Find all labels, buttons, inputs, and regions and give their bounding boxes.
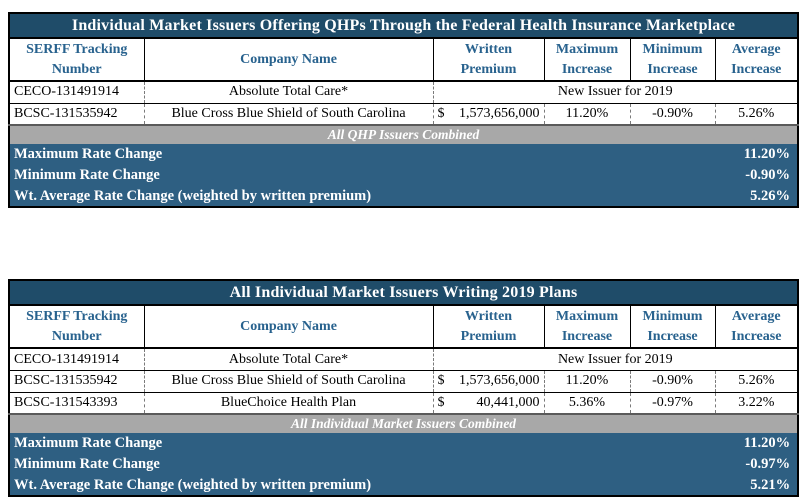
avg-increase-cell: 5.26% — [714, 369, 799, 393]
qhp-issuers-table: Individual Market Issuers Offering QHPs … — [8, 12, 800, 209]
premium-amount: 40,441,000 — [476, 395, 540, 411]
summary-value: -0.90% — [715, 165, 799, 187]
summary-row: Wt. Average Rate Change (weighted by wri… — [9, 186, 799, 208]
col-header-avg-increase: Average Increase — [714, 304, 799, 350]
table-row: CECO-131491914 Absolute Total Care* New … — [9, 80, 799, 104]
summary-label: Minimum Rate Change — [9, 165, 715, 187]
summary-value: 5.21% — [715, 475, 799, 497]
premium-amount: 1,573,656,000 — [459, 373, 540, 389]
col-header-min-increase: Minimum Increase — [629, 37, 716, 83]
premium-cell: $ 1,573,656,000 — [432, 102, 544, 126]
table-row: BCSC-131535942 Blue Cross Blue Shield of… — [9, 369, 799, 393]
premium-cell: $ 40,441,000 — [432, 391, 544, 415]
col-header-serff: SERFF Tracking Number — [8, 304, 145, 350]
max-increase-cell: 11.20% — [543, 369, 630, 393]
column-header-row: SERFF Tracking Number Company Name Writt… — [8, 37, 799, 83]
column-header-row: SERFF Tracking Number Company Name Writt… — [8, 304, 799, 350]
serff-cell: BCSC-131535942 — [9, 369, 144, 393]
summary-value: -0.97% — [715, 454, 799, 476]
all-issuers-table: All Individual Market Issuers Writing 20… — [8, 279, 800, 497]
table-spacer — [8, 208, 797, 279]
serff-cell: BCSC-131535942 — [9, 102, 144, 126]
summary-label: Minimum Rate Change — [9, 454, 715, 476]
table-title: All Individual Market Issuers Writing 20… — [9, 280, 799, 307]
col-header-max-increase: Maximum Increase — [543, 37, 631, 83]
table-title-row: Individual Market Issuers Offering QHPs … — [9, 13, 799, 39]
summary-label: Maximum Rate Change — [9, 144, 715, 166]
max-increase-cell: 5.36% — [543, 391, 630, 415]
combined-band-row: All QHP Issuers Combined — [9, 124, 799, 145]
col-header-serff: SERFF Tracking Number — [8, 37, 145, 83]
summary-row: Maximum Rate Change 11.20% — [9, 144, 799, 166]
col-header-company: Company Name — [143, 37, 434, 83]
combined-band-label: All QHP Issuers Combined — [9, 124, 799, 145]
col-header-premium: Written Premium — [432, 37, 545, 83]
serff-cell: BCSC-131543393 — [9, 391, 144, 415]
company-cell: Blue Cross Blue Shield of South Carolina — [143, 369, 433, 393]
summary-row: Maximum Rate Change 11.20% — [9, 433, 799, 455]
max-increase-cell: 11.20% — [543, 102, 630, 126]
min-increase-cell: -0.90% — [629, 102, 715, 126]
summary-row: Wt. Average Rate Change (weighted by wri… — [9, 475, 799, 497]
summary-label: Wt. Average Rate Change (weighted by wri… — [9, 186, 715, 208]
min-increase-cell: -0.90% — [629, 369, 715, 393]
col-header-avg-increase: Average Increase — [714, 37, 799, 83]
summary-label: Maximum Rate Change — [9, 433, 715, 455]
summary-value: 11.20% — [715, 433, 799, 455]
company-cell: BlueChoice Health Plan — [143, 391, 433, 415]
company-cell: Absolute Total Care* — [143, 347, 433, 371]
table-row: CECO-131491914 Absolute Total Care* New … — [9, 347, 799, 371]
col-header-company: Company Name — [143, 304, 434, 350]
currency-symbol: $ — [437, 395, 445, 411]
table-row: BCSC-131543393 BlueChoice Health Plan $ … — [9, 391, 799, 415]
summary-row: Minimum Rate Change -0.90% — [9, 165, 799, 187]
combined-band-row: All Individual Market Issuers Combined — [9, 413, 799, 434]
summary-label: Wt. Average Rate Change (weighted by wri… — [9, 475, 715, 497]
company-cell: Absolute Total Care* — [143, 80, 433, 104]
premium-amount: 1,573,656,000 — [459, 105, 540, 121]
summary-value: 11.20% — [715, 144, 799, 166]
combined-band-label: All Individual Market Issuers Combined — [9, 413, 799, 434]
col-header-premium: Written Premium — [432, 304, 545, 350]
col-header-max-increase: Maximum Increase — [543, 304, 631, 350]
new-issuer-note: New Issuer for 2019 — [432, 347, 799, 371]
currency-symbol: $ — [437, 105, 445, 121]
currency-symbol: $ — [437, 373, 445, 389]
col-header-min-increase: Minimum Increase — [629, 304, 716, 350]
serff-cell: CECO-131491914 — [9, 80, 144, 104]
company-cell: Blue Cross Blue Shield of South Carolina — [143, 102, 433, 126]
summary-row: Minimum Rate Change -0.97% — [9, 454, 799, 476]
table-row: BCSC-131535942 Blue Cross Blue Shield of… — [9, 102, 799, 126]
new-issuer-note: New Issuer for 2019 — [432, 80, 799, 104]
min-increase-cell: -0.97% — [629, 391, 715, 415]
premium-cell: $ 1,573,656,000 — [432, 369, 544, 393]
avg-increase-cell: 5.26% — [714, 102, 799, 126]
summary-value: 5.26% — [715, 186, 799, 208]
serff-cell: CECO-131491914 — [9, 347, 144, 371]
table-title: Individual Market Issuers Offering QHPs … — [9, 13, 799, 39]
table-title-row: All Individual Market Issuers Writing 20… — [9, 280, 799, 307]
avg-increase-cell: 3.22% — [714, 391, 799, 415]
